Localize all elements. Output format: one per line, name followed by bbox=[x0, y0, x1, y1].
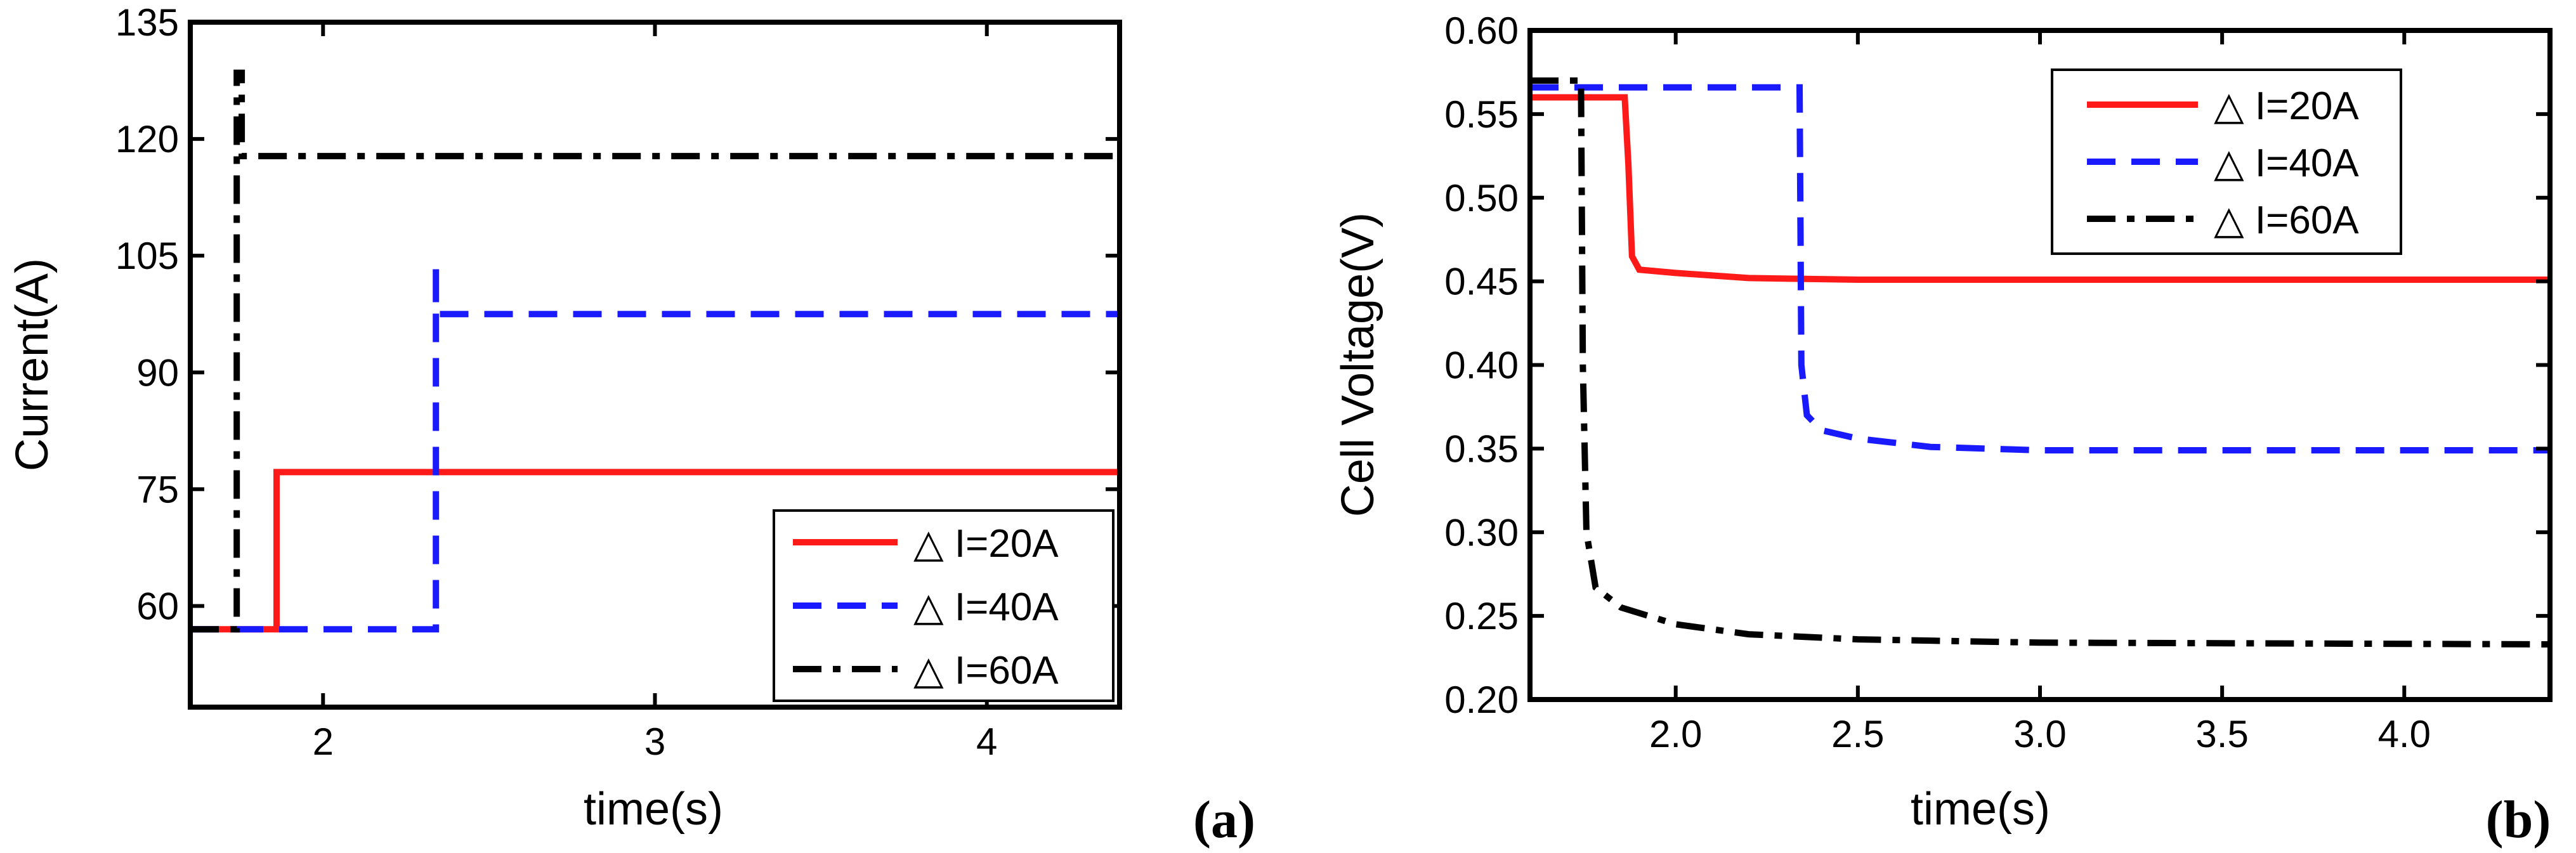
panel-b-legend: △ I=20A △ I=40A △ I=60A bbox=[2051, 68, 2402, 255]
panel-b-ytick-label: 0.25 bbox=[1444, 595, 1519, 637]
panel-b-xlabel: time(s) bbox=[1911, 784, 2050, 835]
panel-b-xtick-label: 3.5 bbox=[2195, 713, 2248, 755]
panel-a-xtick-label: 2 bbox=[313, 720, 334, 763]
panel-b-ytick-label: 0.60 bbox=[1444, 10, 1519, 52]
panel-b-legend-label-40a: △ I=40A bbox=[2214, 141, 2359, 185]
panel-a-legend-label-40a: △ I=40A bbox=[913, 585, 1059, 629]
panel-b-ytick-label: 0.40 bbox=[1444, 344, 1519, 387]
panel-b-ylabel: Cell Voltage(V) bbox=[1333, 212, 1383, 517]
panel-a: 2 3 4 60 75 90 105 120 135 Current(A) time(s) (a… bbox=[7, 1, 1255, 849]
panel-a-legend-label-20a: △ I=20A bbox=[913, 522, 1059, 566]
panel-a-curves bbox=[190, 69, 1120, 633]
panel-b-ytick-label: 0.20 bbox=[1444, 679, 1519, 721]
panel-a-ytick-label: 75 bbox=[136, 468, 179, 511]
panel-b-curves bbox=[1530, 77, 2551, 648]
panel-b-ytick-label: 0.55 bbox=[1444, 93, 1519, 136]
panel-b-xtick-label: 3.0 bbox=[2013, 713, 2066, 755]
panel-a-legend: △ I=20A △ I=40A △ I=60A bbox=[773, 509, 1115, 702]
panel-a-series-60a bbox=[190, 69, 1120, 633]
panel-a-legend-label-60a: △ I=60A bbox=[913, 649, 1059, 693]
panel-a-ytick-label: 105 bbox=[115, 235, 179, 277]
panel-b-ticks bbox=[1530, 29, 2550, 701]
panel-a-ylabel: Current(A) bbox=[7, 258, 58, 471]
panel-a-xtick-label: 4 bbox=[976, 720, 997, 763]
panel-a-label: (a) bbox=[1193, 790, 1255, 849]
panel-b-legend-label-60a: △ I=60A bbox=[2214, 199, 2359, 242]
panel-a-ytick-label: 60 bbox=[136, 585, 179, 627]
panel-b-ytick-label: 0.45 bbox=[1444, 261, 1519, 303]
panel-a-series-40a bbox=[190, 263, 1120, 633]
panel-a-xlabel: time(s) bbox=[584, 784, 723, 835]
panel-b-series-20a bbox=[1530, 94, 2550, 283]
panel-b-series-40a bbox=[1530, 84, 2550, 453]
panel-b-legend-label-20a: △ I=20A bbox=[2214, 84, 2359, 128]
panel-a-ytick-label: 135 bbox=[115, 1, 179, 44]
panel-b-series-60a bbox=[1530, 77, 2551, 648]
panel-b-ytick-label: 0.30 bbox=[1444, 511, 1519, 554]
panel-b-label: (b) bbox=[2486, 790, 2551, 849]
panel-b-tick-labels: 2.0 2.5 3.0 3.5 4.0 0.20 0.25 0.30 0.35 0.40 0.45 0… bbox=[1444, 10, 2431, 755]
panel-b-xtick-label: 4.0 bbox=[2378, 713, 2431, 755]
panel-b-xtick-label: 2.0 bbox=[1649, 713, 1702, 755]
panel-b-xtick-label: 2.5 bbox=[1831, 713, 1884, 755]
panel-b-ytick-label: 0.35 bbox=[1444, 427, 1519, 470]
panel-b: 2.0 2.5 3.0 3.5 4.0 0.20 0.25 0.30 0.35 0.40 0.45 0… bbox=[1333, 10, 2553, 849]
panel-b-ytick-label: 0.50 bbox=[1444, 177, 1519, 219]
panel-a-xtick-label: 3 bbox=[644, 720, 665, 763]
panel-a-ytick-label: 90 bbox=[136, 351, 179, 394]
panel-a-tick-labels: 2 3 4 60 75 90 105 120 135 bbox=[115, 1, 998, 763]
panel-a-ytick-label: 120 bbox=[115, 118, 179, 160]
